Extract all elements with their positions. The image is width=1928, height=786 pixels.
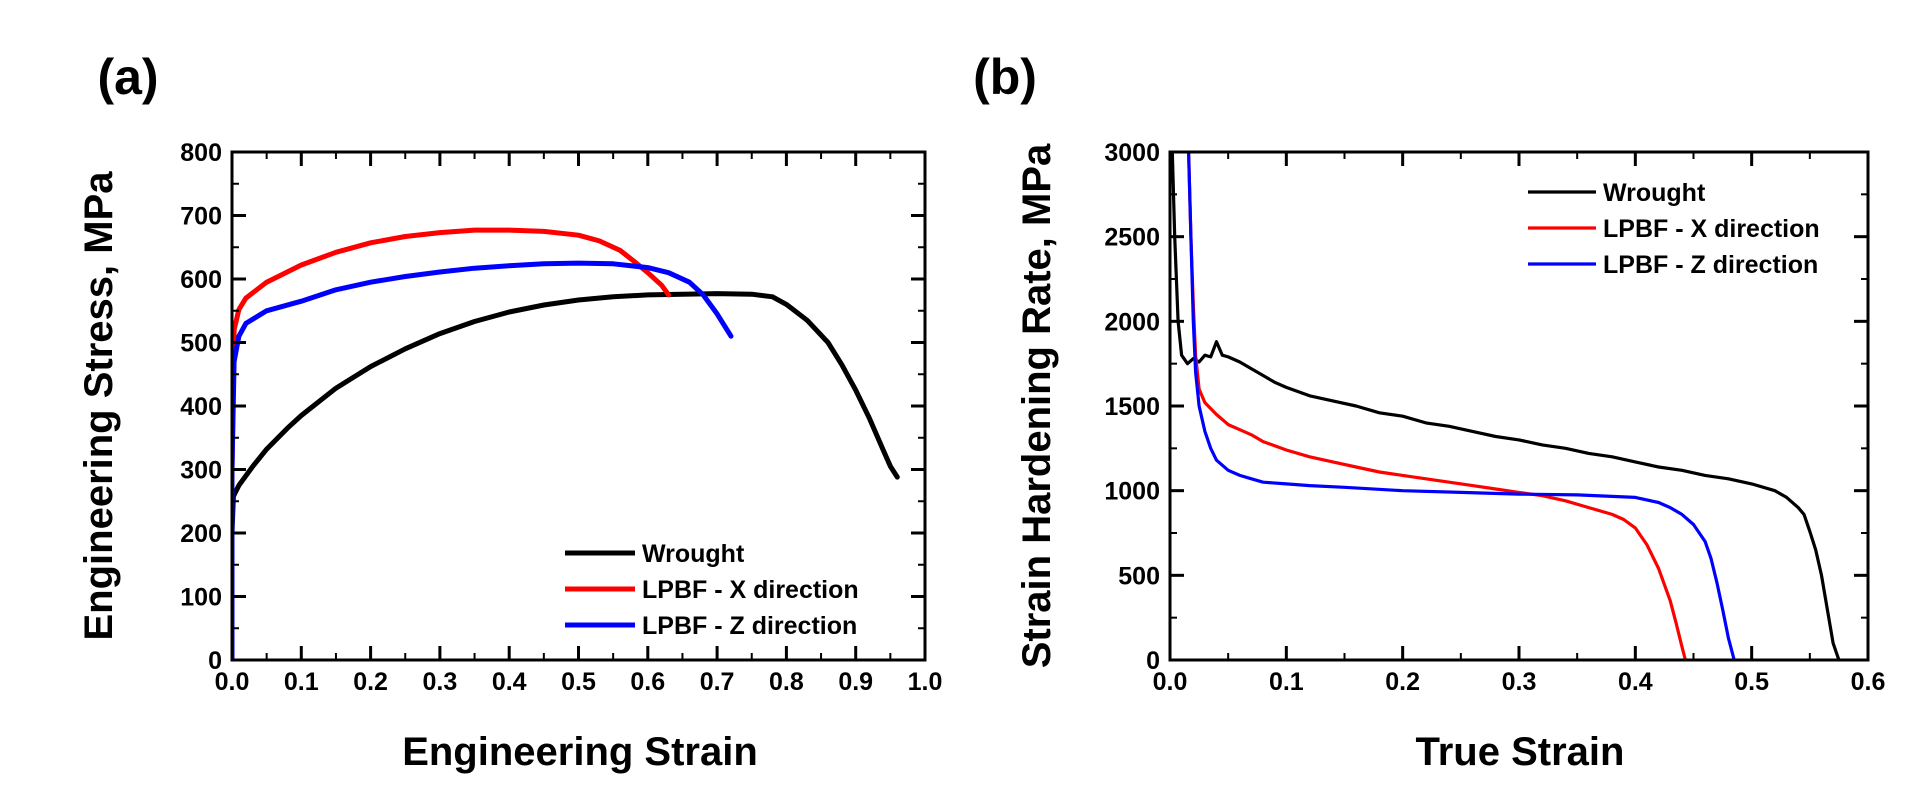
legend-label: LPBF - X direction	[642, 576, 859, 604]
x-tick-label: 0.3	[1502, 668, 1537, 696]
legend-label: Wrought	[642, 540, 745, 568]
x-tick-label: 0.4	[1618, 668, 1653, 696]
series-line	[1186, 152, 1688, 660]
x-tick-label: 0.7	[700, 668, 735, 696]
x-tick-label: 0.3	[423, 668, 458, 696]
x-tick-label: 0.2	[1385, 668, 1420, 696]
y-tick-label: 1000	[1104, 478, 1160, 506]
y-tick-label: 500	[180, 330, 222, 358]
y-tick-label: 0	[1146, 647, 1160, 675]
panel-label: (a)	[97, 49, 158, 105]
x-tick-label: 0.0	[1153, 668, 1188, 696]
x-tick-label: 1.0	[908, 668, 943, 696]
y-axis-title: Engineering Stress, MPa	[77, 171, 121, 641]
y-tick-label: 0	[208, 647, 222, 675]
series-line	[232, 227, 672, 660]
y-tick-label: 100	[180, 584, 222, 612]
y-tick-label: 1500	[1104, 393, 1160, 421]
legend-label: Wrought	[1603, 179, 1706, 207]
legend-label: LPBF - Z direction	[642, 612, 857, 640]
x-tick-label: 0.1	[1269, 668, 1304, 696]
panel-a: (a) 0.0 0.1 0.2 0.3 0.4 0.5 0.6 0.7 0.8 0.9 1.0 0 100…	[77, 49, 942, 774]
x-axis-title: Engineering Strain	[402, 730, 758, 774]
y-tick-label: 200	[180, 520, 222, 548]
y-tick-label: 800	[180, 139, 222, 167]
y-tick-label: 500	[1118, 562, 1160, 590]
x-tick-label: 0.0	[215, 668, 250, 696]
x-tick-label: 0.4	[492, 668, 527, 696]
y-tick-label: 600	[180, 266, 222, 294]
legend: Wrought LPBF - X direction LPBF - Z direct…	[1528, 179, 1820, 279]
x-tick-label: 0.5	[1734, 668, 1769, 696]
y-tick-label: 400	[180, 393, 222, 421]
panel-b: (b) 0.0 0.1 0.2 0.3 0.4 0.5 0.6 0 500 1000 1500 2000…	[973, 49, 1885, 774]
x-tick-label: 0.1	[284, 668, 319, 696]
series-group	[232, 227, 900, 660]
series-line	[1170, 152, 1841, 660]
y-tick-label: 3000	[1104, 139, 1160, 167]
x-tick-label: 0.2	[353, 668, 388, 696]
x-tick-label: 0.9	[838, 668, 873, 696]
panel-label: (b)	[973, 49, 1037, 105]
series-line	[232, 291, 900, 660]
x-tick-label: 0.8	[769, 668, 804, 696]
series-line	[1186, 152, 1736, 660]
x-axis-title: True Strain	[1416, 730, 1625, 774]
legend: Wrought LPBF - X direction LPBF - Z direct…	[565, 540, 859, 640]
y-tick-label: 2500	[1104, 224, 1160, 252]
x-tick-label: 0.5	[561, 668, 596, 696]
legend-label: LPBF - X direction	[1603, 215, 1820, 243]
y-tick-label: 700	[180, 203, 222, 231]
x-tick-label: 0.6	[1851, 668, 1886, 696]
series-line	[232, 260, 734, 660]
y-axis-title: Strain Hardening Rate, MPa	[1015, 143, 1059, 668]
x-tick-label: 0.6	[630, 668, 665, 696]
series-group	[1170, 152, 1841, 660]
y-tick-label: 300	[180, 457, 222, 485]
y-tick-label: 2000	[1104, 308, 1160, 336]
legend-label: LPBF - Z direction	[1603, 251, 1818, 279]
